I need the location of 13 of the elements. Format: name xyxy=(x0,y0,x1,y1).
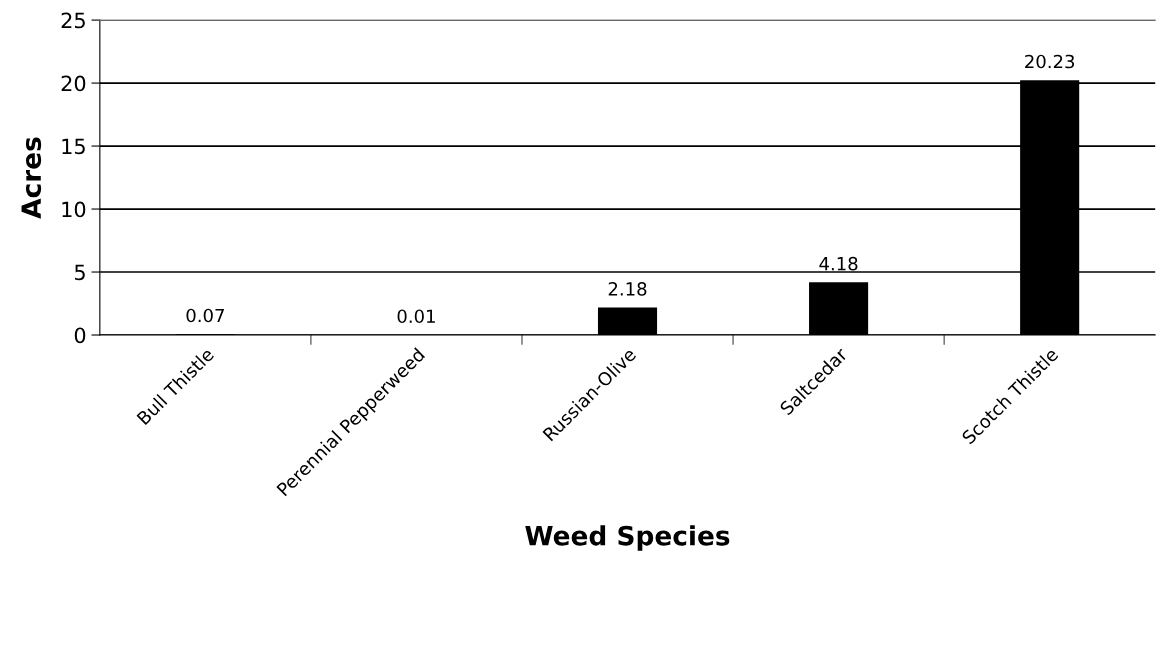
data-label: 4.18 xyxy=(819,256,858,271)
y-tick-label: 0 xyxy=(74,327,86,344)
y-tick-label: 25 xyxy=(61,12,85,29)
data-label: 0.07 xyxy=(186,308,224,323)
y-axis-title: Acres xyxy=(21,137,42,219)
y-tick-label: 15 xyxy=(62,138,85,155)
data-label: 20.23 xyxy=(1025,54,1075,69)
data-label: 0.01 xyxy=(397,309,435,324)
y-tick-label: 20 xyxy=(61,75,86,92)
y-tick-label: 10 xyxy=(62,201,86,218)
y-tick-label: 5 xyxy=(75,264,85,281)
data-label: 2.18 xyxy=(608,282,647,296)
x-axis-title: Weed Species xyxy=(525,525,730,551)
